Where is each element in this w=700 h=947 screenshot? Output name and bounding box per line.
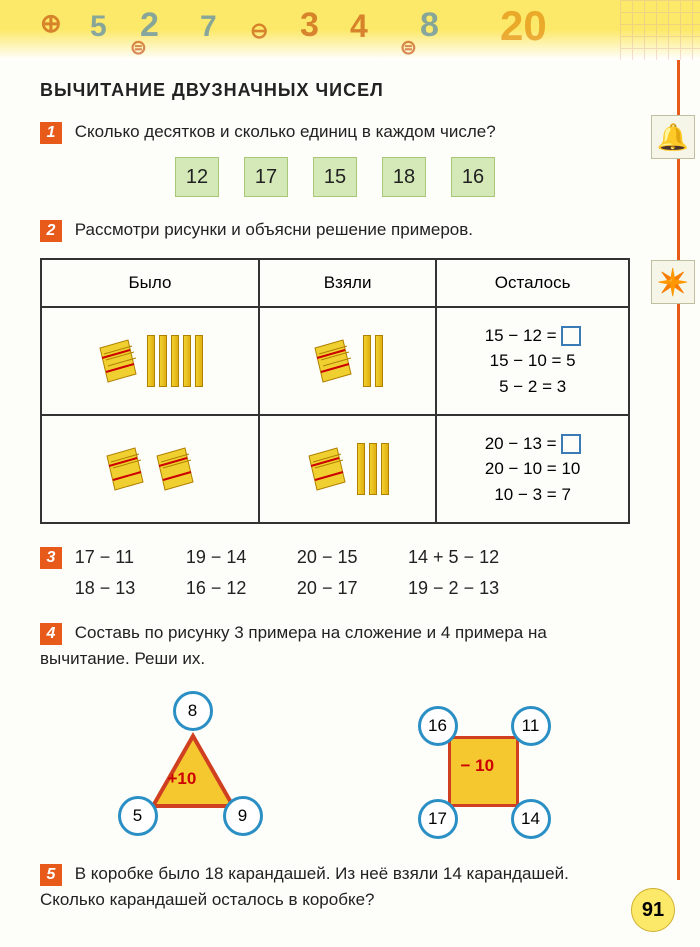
shape-label: − 10 xyxy=(461,756,495,776)
col-header: Осталось xyxy=(436,259,629,307)
equations-cell: 20 − 13 = 20 − 10 = 10 10 − 3 = 7 xyxy=(436,415,629,523)
number-box: 17 xyxy=(244,157,288,197)
number-boxes: 12 17 15 18 16 xyxy=(40,157,630,197)
content-area: ВЫЧИТАНИЕ ДВУЗНАЧНЫХ ЧИСЕЛ 1 Сколько дес… xyxy=(0,60,700,912)
node-circle: 16 xyxy=(418,706,458,746)
bundle-icon xyxy=(313,338,353,384)
node-circle: 8 xyxy=(173,691,213,731)
problem: 20 − 17 xyxy=(297,575,388,602)
task-number: 3 xyxy=(40,547,62,569)
star-icon: ✴️ xyxy=(651,260,695,304)
bundle-icon xyxy=(98,338,138,384)
equations-cell: 15 − 12 = 15 − 10 = 5 5 − 2 = 3 xyxy=(436,307,629,415)
problem: 16 − 12 xyxy=(186,575,277,602)
node-circle: 5 xyxy=(118,796,158,836)
took-cell xyxy=(259,307,436,415)
problem: 18 − 13 xyxy=(75,575,166,602)
col-header: Взяли xyxy=(259,259,436,307)
triangle-diagram: +10 8 5 9 xyxy=(98,691,278,841)
page-number: 91 xyxy=(631,888,675,932)
col-header: Было xyxy=(41,259,259,307)
was-cell xyxy=(41,307,259,415)
task-text: Рассмотри рисунки и объясни решение прим… xyxy=(75,220,473,239)
sticks-table: Было Взяли Осталось 15 − 12 = 15 − 10 = … xyxy=(40,258,630,524)
side-rail xyxy=(677,60,680,880)
problem: 19 − 2 − 13 xyxy=(408,575,499,602)
number-box: 12 xyxy=(175,157,219,197)
page-title: ВЫЧИТАНИЕ ДВУЗНАЧНЫХ ЧИСЕЛ xyxy=(40,80,630,101)
number-box: 18 xyxy=(382,157,426,197)
problem-grid: 17 − 11 19 − 14 20 − 15 14 + 5 − 12 18 −… xyxy=(75,544,499,602)
bundle-icon xyxy=(105,446,145,492)
task-number: 4 xyxy=(40,623,62,645)
task-number: 1 xyxy=(40,122,62,144)
task-3: 3 17 − 11 19 − 14 20 − 15 14 + 5 − 12 18… xyxy=(40,544,630,602)
node-circle: 17 xyxy=(418,799,458,839)
task-5: 5 В коробке было 18 карандашей. Из неё в… xyxy=(40,861,630,912)
problem: 14 + 5 − 12 xyxy=(408,544,499,571)
bell-icon: 🔔 xyxy=(651,115,695,159)
number-box: 15 xyxy=(313,157,357,197)
textbook-page: ⊕ 5 2 7 ⊖ 3 4 8 20 ⊜ ⊜ 🔔 ✴️ ВЫЧИТАНИЕ ДВ… xyxy=(0,0,700,947)
task-number: 2 xyxy=(40,220,62,242)
took-cell xyxy=(259,415,436,523)
was-cell xyxy=(41,415,259,523)
problem: 17 − 11 xyxy=(75,544,166,571)
task-1: 1 Сколько десятков и сколько единиц в ка… xyxy=(40,119,630,197)
task-number: 5 xyxy=(40,864,62,886)
node-circle: 11 xyxy=(511,706,551,746)
task-4: 4 Составь по рисунку 3 примера на сложен… xyxy=(40,620,630,671)
table-row: 15 − 12 = 15 − 10 = 5 5 − 2 = 3 xyxy=(41,307,629,415)
top-banner: ⊕ 5 2 7 ⊖ 3 4 8 20 ⊜ ⊜ xyxy=(0,0,700,60)
bundle-icon xyxy=(155,446,195,492)
node-circle: 14 xyxy=(511,799,551,839)
task-2: 2 Рассмотри рисунки и объясни решение пр… xyxy=(40,217,630,243)
number-box: 16 xyxy=(451,157,495,197)
problem: 19 − 14 xyxy=(186,544,277,571)
shapes-row: +10 8 5 9 − 10 16 11 17 14 xyxy=(40,691,630,841)
task-text: Сколько десятков и сколько единиц в кажд… xyxy=(75,122,496,141)
node-circle: 9 xyxy=(223,796,263,836)
shape-label: +10 xyxy=(168,769,197,789)
task-text: Составь по рисунку 3 примера на сложение… xyxy=(40,623,547,668)
table-row: 20 − 13 = 20 − 10 = 10 10 − 3 = 7 xyxy=(41,415,629,523)
problem: 20 − 15 xyxy=(297,544,388,571)
task-text: В коробке было 18 карандашей. Из неё взя… xyxy=(40,864,569,909)
square-diagram: − 10 16 11 17 14 xyxy=(393,691,573,841)
bundle-icon xyxy=(307,446,347,492)
